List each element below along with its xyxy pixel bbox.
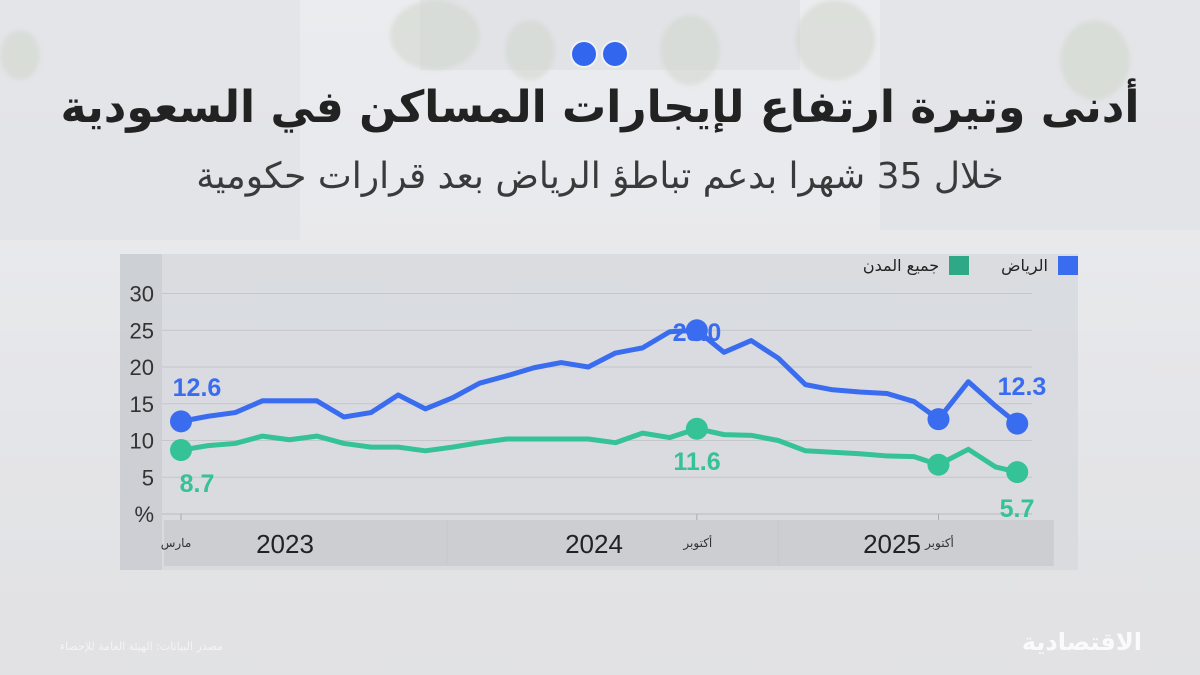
year-label: 2024 [565,529,623,559]
chart-subtitle: خلال 35 شهرا بدعم تباطؤ الرياض بعد قرارا… [196,156,1004,197]
chart-legend: الرياض جميع المدن [843,256,1078,275]
x-tick-label: أكتوبر [682,535,712,551]
data-point-marker [170,410,192,433]
data-source: مصدر البيانات: الهيئة العامة للإحصاء [60,640,224,653]
legend-label-all-cities: جميع المدن [862,256,940,275]
year-band [445,520,780,566]
y-axis-band [120,254,162,570]
data-point-marker [927,408,950,431]
y-tick-label: 20 [130,355,154,380]
legend-swatch-all-cities [949,256,970,275]
y-tick-label: 30 [130,282,154,307]
y-tick-label: 15 [130,392,154,417]
year-label: 2025 [863,529,921,559]
data-point-marker [1006,461,1029,484]
series-line [178,327,1020,427]
y-unit-label: % [134,502,154,527]
dot-icon [603,42,627,66]
value-annotation: 25.0 [673,319,722,347]
chart-title: أدنى وتيرة ارتفاع لإيجارات المساكن في ال… [60,82,1140,133]
data-point-marker [927,453,950,476]
year-band [164,520,449,566]
value-annotation: 11.6 [673,448,720,476]
y-tick-label: 25 [130,318,154,343]
data-point-marker [685,417,708,440]
dot-icon [572,42,596,66]
brand-dots [572,42,627,66]
legend-swatch-riyadh [1058,256,1078,275]
value-annotation: 5.7 [1000,495,1035,523]
y-tick-label: 10 [130,429,154,454]
x-tick-label: مارس [161,536,192,551]
publisher-logo: الاقتصادية [1021,628,1143,656]
data-point-marker [170,439,192,462]
legend-item-all-cities: جميع المدن [862,256,970,275]
value-annotation: 12.3 [998,373,1047,401]
x-tick-label: أكتوبر [924,535,954,551]
chart-panel: 5 10 15 20 25 30% 2023 2024 2025 مارس أكتوبر أكتوبر… [120,254,1078,570]
year-label: 2023 [256,529,314,559]
data-point-marker [1006,412,1029,435]
value-annotation: 8.7 [180,470,215,498]
value-annotation: 12.6 [173,374,222,402]
legend-item-riyadh: الرياض [1001,256,1078,275]
year-band [777,520,1054,566]
legend-label-riyadh: الرياض [1001,256,1048,275]
data-point-marker [685,319,708,342]
y-tick-label: 5 [142,465,154,490]
series-line [178,426,1020,475]
